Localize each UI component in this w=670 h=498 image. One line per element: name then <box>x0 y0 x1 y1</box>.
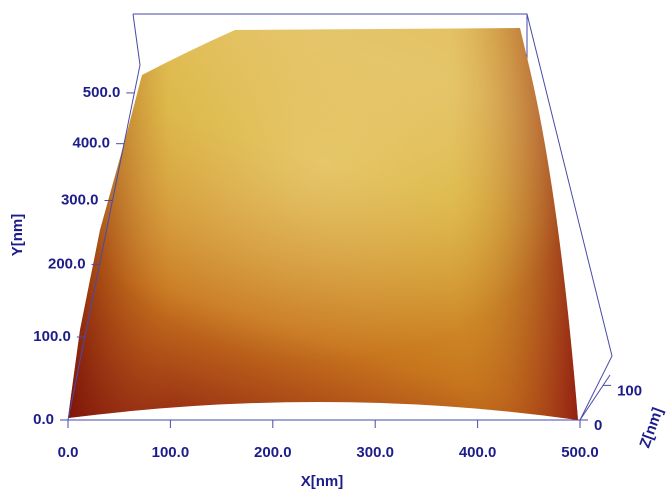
z-tick-label: 100 <box>617 382 642 399</box>
y-tick-label: 100.0 <box>33 328 71 345</box>
z-tick-label: 0 <box>594 417 602 434</box>
y-tick-label: 300.0 <box>61 191 99 208</box>
x-tick-label: 200.0 <box>254 444 292 461</box>
x-tick-label: 300.0 <box>356 444 394 461</box>
x-tick-label: 0.0 <box>58 444 79 461</box>
z-axis-line <box>580 375 610 420</box>
x-tick-label: 100.0 <box>152 444 190 461</box>
y-tick-label: 400.0 <box>72 135 110 152</box>
chart: X[nm] Y[nm] Z[nm] 0.0 100.0 200.0 300.0 400.… <box>0 0 670 493</box>
y-tick-label: 0.0 <box>33 411 54 428</box>
x-axis-label: X[nm] <box>301 473 344 490</box>
z-axis-label: Z[nm] <box>636 405 666 450</box>
x-tick-label: 400.0 <box>459 444 497 461</box>
y-tick-label: 200.0 <box>48 255 86 272</box>
y-tick-label: 500.0 <box>83 84 121 101</box>
y-axis-label: Y[nm] <box>9 214 26 257</box>
surface <box>68 28 578 420</box>
x-tick-label: 500.0 <box>561 444 599 461</box>
